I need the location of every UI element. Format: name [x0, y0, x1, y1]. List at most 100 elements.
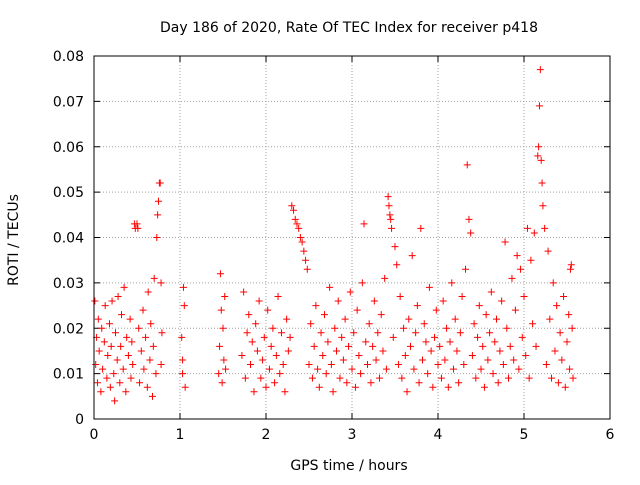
data-point	[265, 365, 273, 373]
data-point	[140, 365, 148, 373]
data-point	[363, 361, 371, 369]
y-tick-label: 0.07	[53, 94, 84, 110]
data-point	[551, 347, 559, 355]
data-point	[537, 156, 545, 164]
data-point	[453, 347, 461, 355]
data-point	[441, 356, 449, 364]
data-point	[400, 324, 408, 332]
grid	[94, 56, 610, 419]
data-point	[503, 324, 511, 332]
data-point	[147, 320, 155, 328]
data-point	[257, 374, 265, 382]
data-point	[260, 333, 268, 341]
data-point	[221, 292, 229, 300]
data-point	[179, 283, 187, 291]
data-point	[480, 383, 488, 391]
data-point	[474, 333, 482, 341]
data-point	[451, 315, 459, 323]
data-point	[536, 66, 544, 74]
data-point	[106, 383, 114, 391]
data-point	[308, 374, 316, 382]
data-point	[262, 383, 270, 391]
data-point	[422, 338, 430, 346]
data-point	[482, 311, 490, 319]
data-point	[367, 379, 375, 387]
data-point	[322, 370, 330, 378]
data-point	[310, 342, 318, 350]
data-point	[123, 333, 131, 341]
data-point	[333, 347, 341, 355]
data-point	[556, 329, 564, 337]
data-point	[566, 265, 574, 273]
data-point	[455, 379, 463, 387]
data-point	[241, 374, 249, 382]
data-point	[252, 320, 260, 328]
y-tick-label: 0.08	[53, 49, 84, 65]
data-point	[406, 342, 414, 350]
data-point	[98, 324, 106, 332]
data-point	[267, 342, 275, 350]
data-point	[358, 279, 366, 287]
data-point	[353, 306, 361, 314]
data-point	[247, 361, 255, 369]
data-point	[307, 320, 315, 328]
data-point	[133, 220, 141, 228]
data-point	[470, 320, 478, 328]
data-points	[91, 66, 577, 405]
data-point	[534, 152, 542, 160]
data-point	[472, 374, 480, 382]
data-point	[326, 283, 334, 291]
data-point	[296, 234, 304, 241]
data-point	[532, 342, 540, 350]
data-point	[92, 361, 100, 369]
data-point	[523, 224, 531, 232]
x-axis-label: GPS time / hours	[290, 458, 407, 474]
data-point	[432, 306, 440, 314]
data-point	[554, 379, 562, 387]
data-point	[99, 365, 107, 373]
data-point	[515, 365, 523, 373]
data-point	[388, 224, 396, 232]
x-tick-label: 3	[348, 427, 357, 443]
data-point	[529, 320, 537, 328]
data-point	[446, 338, 454, 346]
data-point	[148, 392, 156, 400]
data-point	[486, 329, 494, 337]
data-point	[274, 292, 282, 300]
data-point	[216, 270, 224, 278]
data-point	[108, 297, 116, 305]
data-point	[317, 329, 325, 337]
data-point	[142, 333, 150, 341]
data-point	[443, 324, 451, 332]
data-point	[288, 202, 296, 210]
data-point	[107, 342, 115, 350]
x-tick-label: 4	[434, 427, 443, 443]
data-point	[327, 361, 335, 369]
data-point	[298, 238, 306, 246]
data-point	[374, 329, 382, 337]
data-point	[505, 374, 513, 382]
data-point	[357, 370, 365, 378]
data-point	[546, 315, 554, 323]
data-point	[365, 320, 373, 328]
data-point	[117, 342, 125, 350]
data-point	[444, 383, 452, 391]
data-point	[112, 329, 119, 337]
data-point	[386, 211, 394, 219]
data-point	[381, 274, 389, 282]
data-point	[434, 361, 442, 369]
data-point	[303, 265, 311, 273]
data-point	[144, 288, 152, 296]
data-point	[127, 374, 135, 382]
data-point	[120, 283, 128, 291]
data-point	[283, 315, 291, 323]
data-point	[339, 356, 347, 364]
y-tick-label: 0.05	[53, 185, 84, 201]
data-point	[535, 143, 543, 151]
data-point	[489, 370, 497, 378]
data-point	[394, 361, 402, 369]
data-point	[315, 383, 323, 391]
x-tick-label: 5	[520, 427, 529, 443]
data-point	[561, 383, 569, 391]
